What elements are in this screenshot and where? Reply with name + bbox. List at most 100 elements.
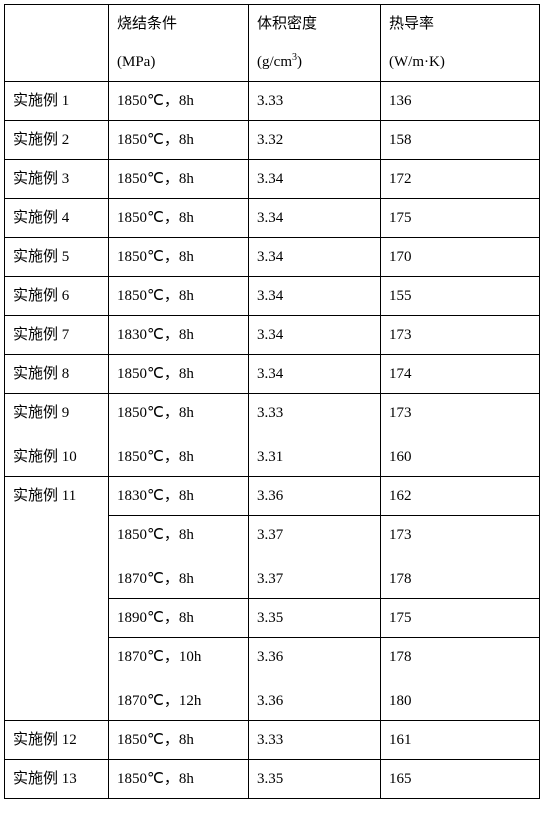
row-label: 实施例 7: [5, 316, 109, 355]
row-label: 实施例 8: [5, 355, 109, 394]
row-conductivity: 161: [381, 721, 540, 760]
cell-text: 实施例 10: [5, 430, 108, 476]
cell-text: 1850℃，8h: [109, 721, 248, 759]
cell-text: 1870℃，8h: [109, 552, 248, 598]
row-condition: 1890℃，8h: [109, 599, 249, 638]
row-condition: 1830℃，8h: [109, 477, 249, 516]
cell-text: 136: [381, 82, 539, 120]
header-density-l2: (g/cm3): [249, 41, 380, 81]
cell-text: 3.33: [249, 82, 380, 120]
table-row: 实施例 8 1850℃，8h 3.34 174: [5, 355, 540, 394]
cell-text: 3.34: [249, 199, 380, 237]
cell-text: 实施例 1: [5, 82, 108, 120]
cell-text: 3.34: [249, 355, 380, 393]
cell-text: 实施例 5: [5, 238, 108, 276]
row-conductivity: 174: [381, 355, 540, 394]
row-density: 3.36: [249, 477, 381, 516]
table-row: 实施例 1 1850℃，8h 3.33 136: [5, 82, 540, 121]
row-condition: 1850℃，8h: [109, 355, 249, 394]
table-row: 实施例 12 1850℃，8h 3.33 161: [5, 721, 540, 760]
row-density: 3.37 3.37: [249, 516, 381, 599]
cell-text: 实施例 3: [5, 160, 108, 198]
table-row: 实施例 4 1850℃，8h 3.34 175: [5, 199, 540, 238]
cell-text: 3.36: [249, 638, 380, 674]
table-row: 实施例 7 1830℃，8h 3.34 173: [5, 316, 540, 355]
row-conductivity: 175: [381, 199, 540, 238]
row-label-11: 实施例 11: [5, 477, 109, 721]
row-density: 3.34: [249, 316, 381, 355]
cell-text: 3.37: [249, 552, 380, 598]
row-label: 实施例 1: [5, 82, 109, 121]
cell-text: 1850℃，8h: [109, 199, 248, 237]
cell-text: 1850℃，8h: [109, 160, 248, 198]
cell-text: 实施例 9: [5, 394, 108, 430]
header-conductivity-l1: 热导率: [381, 5, 539, 41]
row-condition: 1850℃，8h: [109, 160, 249, 199]
cell-text: 1850℃，8h: [109, 760, 248, 798]
cell-text: 1830℃，8h: [109, 316, 248, 354]
cell-text: 实施例 13: [5, 760, 108, 798]
cell-text: 155: [381, 277, 539, 315]
header-density-l1: 体积密度: [249, 5, 380, 41]
cell-text: 3.37: [249, 516, 380, 552]
row-conductivity: 173 160: [381, 394, 540, 477]
row-conductivity: 136: [381, 82, 540, 121]
cell-text: 3.33: [249, 721, 380, 759]
row-condition: 1850℃，8h: [109, 121, 249, 160]
header-conductivity-l2: (W/m·K): [381, 41, 539, 81]
cell-text: 1830℃，8h: [109, 477, 248, 515]
cell-text: 174: [381, 355, 539, 393]
row-condition: 1850℃，8h: [109, 760, 249, 799]
table-row-merged-9-10: 实施例 9 实施例 10 1850℃，8h 1850℃，8h 3.33 3.31…: [5, 394, 540, 477]
page-container: 烧结条件 (MPa) 体积密度 (g/cm3) 热导率 (W/m·K) 实施例 …: [0, 0, 543, 827]
cell-text: 3.34: [249, 277, 380, 315]
cell-text: 1870℃，12h: [109, 674, 248, 720]
cell-text: 175: [381, 599, 539, 637]
cell-text: 1850℃，8h: [109, 277, 248, 315]
cell-text: 1850℃，8h: [109, 121, 248, 159]
cell-text: 实施例 11: [5, 477, 108, 515]
row-density: 3.34: [249, 238, 381, 277]
row-condition: 1850℃，8h 1870℃，8h: [109, 516, 249, 599]
cell-text: 173: [381, 394, 539, 430]
density-unit-suffix: ): [297, 54, 302, 70]
cell-text: 3.32: [249, 121, 380, 159]
cell-text: 实施例 12: [5, 721, 108, 759]
cell-text: 实施例 4: [5, 199, 108, 237]
cell-text: 3.34: [249, 160, 380, 198]
row-density: 3.35: [249, 599, 381, 638]
row-condition: 1830℃，8h: [109, 316, 249, 355]
header-conductivity: 热导率 (W/m·K): [381, 5, 540, 82]
cell-text: 3.31: [249, 430, 380, 476]
row-label: 实施例 5: [5, 238, 109, 277]
cell-text: 161: [381, 721, 539, 759]
row-density: 3.34: [249, 277, 381, 316]
cell-text: 170: [381, 238, 539, 276]
row-condition: 1870℃，10h 1870℃，12h: [109, 638, 249, 721]
cell-text: 实施例 7: [5, 316, 108, 354]
row-conductivity: 178 180: [381, 638, 540, 721]
table-row: 实施例 13 1850℃，8h 3.35 165: [5, 760, 540, 799]
cell-text: 3.35: [249, 599, 380, 637]
row-density: 3.33: [249, 82, 381, 121]
row-condition: 1850℃，8h: [109, 277, 249, 316]
row-density: 3.32: [249, 121, 381, 160]
row-density: 3.34: [249, 355, 381, 394]
header-condition-l1: 烧结条件: [109, 5, 248, 41]
row-density: 3.35: [249, 760, 381, 799]
cell-text: 165: [381, 760, 539, 798]
row-density: 3.36 3.36: [249, 638, 381, 721]
header-density: 体积密度 (g/cm3): [249, 5, 381, 82]
table-row: 实施例 6 1850℃，8h 3.34 155: [5, 277, 540, 316]
header-condition: 烧结条件 (MPa): [109, 5, 249, 82]
cell-text: 162: [381, 477, 539, 515]
header-blank: [5, 5, 109, 82]
row-conductivity: 155: [381, 277, 540, 316]
row-conductivity: 173 178: [381, 516, 540, 599]
cell-text: 1850℃，8h: [109, 82, 248, 120]
row-condition: 1850℃，8h: [109, 721, 249, 760]
row-conductivity: 172: [381, 160, 540, 199]
row-condition: 1850℃，8h: [109, 82, 249, 121]
row-conductivity: 158: [381, 121, 540, 160]
row-density: 3.34: [249, 199, 381, 238]
